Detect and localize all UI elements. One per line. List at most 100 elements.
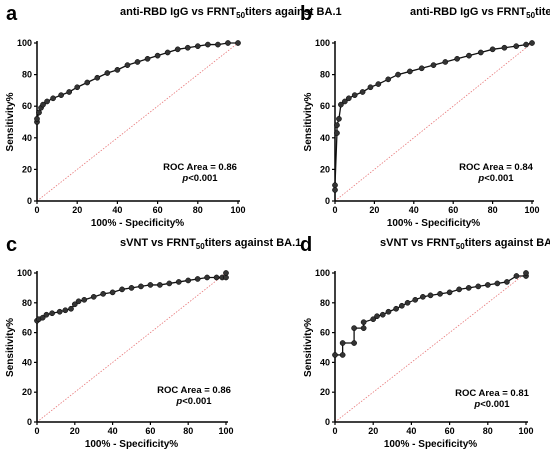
- roc-point: [62, 307, 69, 314]
- y-tick-label: 40: [320, 357, 330, 367]
- roc-point: [351, 92, 358, 98]
- panel-title: anti-RBD IgG vs FRNT50titers against BA.…: [120, 6, 342, 20]
- roc-point: [446, 289, 453, 296]
- x-tick-label: 80: [193, 205, 203, 215]
- p-symbol: p: [175, 396, 182, 407]
- panel-title: anti-RBD IgG vs FRNT50titers against BA.…: [410, 6, 550, 20]
- panel-b: b anti-RBD IgG vs FRNT50titers against BA…: [300, 3, 550, 229]
- roc-point: [154, 52, 161, 59]
- x-tick-label: 0: [34, 426, 39, 436]
- title-text-end: titers against BA.2: [465, 237, 550, 249]
- roc-point: [84, 79, 91, 86]
- roc-point: [194, 43, 201, 50]
- roc-point: [359, 89, 366, 95]
- roc-point: [332, 352, 338, 358]
- y-tick-label: 0: [325, 196, 330, 206]
- roc-point: [223, 270, 229, 276]
- panel-title: sVNT vs FRNT50titers against BA.1: [120, 237, 301, 251]
- roc-point: [175, 279, 182, 285]
- roc-point: [360, 319, 367, 326]
- roc-point: [484, 282, 491, 288]
- roc-point: [194, 276, 201, 282]
- y-axis-label: Sensitivity%: [5, 318, 16, 377]
- roc-point: [475, 283, 482, 290]
- p-value: <0.001: [484, 173, 514, 184]
- roc-point: [204, 274, 210, 281]
- roc-point: [466, 52, 472, 59]
- roc-point: [36, 109, 42, 116]
- roc-point: [454, 55, 460, 62]
- title-subscript: 50: [526, 11, 535, 20]
- x-tick-label: 40: [406, 426, 416, 436]
- roc-point: [430, 62, 437, 68]
- roc-point: [442, 59, 449, 65]
- x-tick-label: 20: [369, 205, 379, 215]
- roc-point: [134, 59, 141, 65]
- title-text: sVNT vs FRNT: [120, 237, 196, 249]
- roc-point: [184, 44, 191, 51]
- roc-point: [395, 71, 401, 78]
- roc-point: [213, 274, 220, 281]
- x-tick-label: 20: [368, 426, 378, 436]
- x-tick-label: 40: [112, 205, 122, 215]
- y-tick-label: 0: [27, 417, 32, 427]
- roc-point: [351, 325, 357, 331]
- title-text: anti-RBD IgG vs FRNT: [120, 6, 236, 18]
- roc-point: [393, 305, 399, 312]
- y-tick-label: 80: [22, 70, 32, 80]
- roc-point: [427, 292, 434, 299]
- title-subscript: 50: [456, 242, 465, 251]
- x-tick-label: 0: [332, 205, 337, 215]
- roc-point: [523, 41, 529, 48]
- roc-point: [529, 40, 535, 46]
- y-tick-label: 60: [320, 328, 330, 338]
- x-tick-label: 100: [230, 205, 245, 215]
- roc-point: [205, 41, 211, 48]
- x-tick-label: 0: [332, 426, 337, 436]
- x-axis-label: 100% - Specificity%: [91, 218, 184, 229]
- panel-d: d sVNT vs FRNT50titers against BA.2 0 20 40 6…: [300, 234, 550, 450]
- y-axis-label: Sensitivity%: [5, 92, 16, 151]
- roc-point: [215, 41, 221, 48]
- panel-c: c sVNT vs FRNT50titers against BA.1 0 20 40 6…: [5, 234, 301, 450]
- y-tick-label: 20: [22, 387, 32, 397]
- panel-title: sVNT vs FRNT50titers against BA.2: [380, 237, 550, 251]
- y-axis-label: Sensitivity%: [303, 318, 314, 377]
- p-value-label: p<0.001: [181, 173, 218, 184]
- roc-point: [332, 187, 338, 193]
- title-text-end: titers against BA.1: [245, 6, 342, 18]
- roc-point: [75, 298, 82, 305]
- x-tick-label: 0: [34, 205, 39, 215]
- y-tick-label: 60: [22, 328, 32, 338]
- roc-point: [56, 308, 63, 315]
- title-subscript: 50: [196, 242, 205, 251]
- p-symbol: p: [181, 173, 188, 184]
- roc-point: [477, 49, 484, 56]
- roc-point: [385, 308, 392, 315]
- roc-point: [437, 291, 443, 297]
- x-tick-label: 60: [445, 426, 455, 436]
- p-symbol: p: [477, 173, 484, 184]
- roc-point: [339, 340, 346, 346]
- roc-point: [114, 67, 121, 73]
- y-tick-label: 20: [320, 164, 330, 174]
- roc-point: [235, 40, 241, 46]
- x-tick-label: 100: [518, 426, 533, 436]
- roc-point: [124, 62, 131, 68]
- roc-point: [523, 270, 529, 276]
- roc-point: [342, 98, 348, 105]
- roc-area-label: ROC Area = 0.86: [163, 162, 237, 173]
- roc-point: [225, 40, 231, 46]
- roc-point: [513, 273, 520, 279]
- x-tick-label: 100: [218, 426, 233, 436]
- x-tick-label: 20: [72, 205, 82, 215]
- roc-point: [494, 280, 501, 287]
- roc-point: [44, 98, 50, 105]
- y-tick-label: 0: [325, 417, 330, 427]
- y-tick-label: 60: [22, 101, 32, 111]
- roc-point: [119, 286, 125, 293]
- roc-point: [379, 311, 386, 318]
- roc-point: [147, 282, 154, 288]
- p-value-label: p<0.001: [175, 396, 212, 407]
- roc-point: [370, 316, 377, 323]
